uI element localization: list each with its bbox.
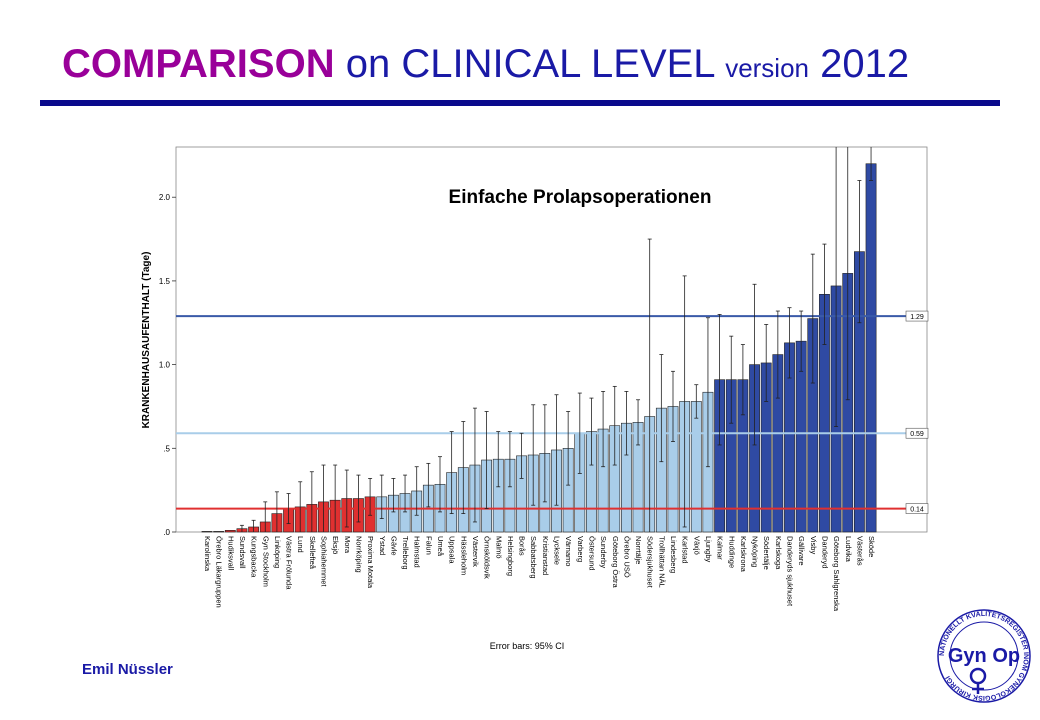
slide-title: COMPARISON on CLINICAL LEVEL version 201… <box>62 38 1022 94</box>
x-tick-label: Karlskoga <box>774 536 783 570</box>
x-tick-label: Trollhättan NÄL <box>657 536 666 588</box>
y-tick-label: .5 <box>163 444 170 453</box>
x-tick-label: Västerås <box>855 536 864 566</box>
y-axis-label: KRANKENHAUSAUFENTHALT (Tage) <box>141 252 152 429</box>
x-tick-label: Danderyds sjukhuset <box>786 536 795 607</box>
x-tick-label: Eksjö <box>331 536 340 554</box>
bar <box>865 163 877 533</box>
x-tick-label: Uppsala <box>448 536 457 564</box>
x-tick-label: Ystad <box>378 536 387 555</box>
x-tick-label: Sundsvall <box>238 536 247 569</box>
bar <box>690 401 702 533</box>
x-tick-label: Östersund <box>587 536 596 571</box>
x-tick-label: Trelleborg <box>401 536 410 570</box>
reference-label-box <box>905 310 929 322</box>
x-tick-label: Falun <box>424 536 433 555</box>
x-tick-label: Värnamo <box>564 536 573 566</box>
x-tick-label: Örebro Läkargruppen <box>215 536 224 608</box>
x-tick-label: Borås <box>518 536 527 556</box>
x-tick-label: Visby <box>809 536 818 554</box>
x-tick-label: Örebro USÖ <box>622 536 631 578</box>
x-tick-label: Hudiksvall <box>226 536 235 571</box>
x-tick-label: Lund <box>296 536 305 553</box>
author-name: Emil Nüssler <box>82 661 173 678</box>
bar <box>201 531 213 533</box>
reference-label-box <box>905 427 929 439</box>
x-tick-label: Ludvika <box>844 536 853 563</box>
y-tick-label: 1.5 <box>159 277 171 286</box>
bar <box>213 531 225 533</box>
title-bold: COMPARISON <box>62 42 335 86</box>
title-small: version <box>725 53 810 83</box>
reference-label-box <box>905 503 929 514</box>
x-tick-label: Växjö <box>692 536 701 555</box>
x-tick-label: Nyköping <box>751 536 760 567</box>
x-tick-label: Karlstad <box>681 536 690 564</box>
x-tick-label: Västra Frölunda <box>285 536 294 590</box>
x-tick-label: Västervik <box>471 536 480 567</box>
x-tick-label: Norrtälje <box>634 536 643 564</box>
x-tick-label: Proxima Motala <box>366 536 375 589</box>
x-tick-label: Ljungby <box>704 536 713 563</box>
x-tick-label: Malmö <box>494 536 503 559</box>
x-tick-label: Södersjukhuset <box>646 536 655 589</box>
x-tick-label: Södertälje <box>762 536 771 570</box>
x-tick-label: Örnsköldsvik <box>483 536 492 579</box>
x-tick-label: Hässleholm <box>459 536 468 575</box>
x-tick-label: Helsingborg <box>506 536 515 576</box>
y-tick-label: .0 <box>163 528 170 537</box>
x-tick-label: Lycksele <box>553 536 562 565</box>
x-tick-label: Karolinska <box>203 536 212 572</box>
chart-title: Einfache Prolapsoperationen <box>449 187 712 208</box>
reference-line-label: 1.29 <box>910 314 924 321</box>
x-tick-label: Varberg <box>576 536 585 562</box>
x-tick-label: Göteborg Östra <box>611 536 620 589</box>
x-tick-label: Umeå <box>436 536 445 557</box>
x-tick-label: Gyn Stockholm <box>261 536 270 587</box>
x-tick-label: Kungsbacka <box>250 536 259 578</box>
x-tick-label: Gällivare <box>797 536 806 566</box>
title-year: 2012 <box>809 42 910 86</box>
x-tick-label: Huddinge <box>727 536 736 568</box>
title-mid: on CLINICAL LEVEL <box>334 42 726 86</box>
y-tick-label: 2.0 <box>159 193 171 202</box>
title-underline <box>40 100 1000 106</box>
x-tick-label: Linköping <box>273 536 282 568</box>
x-tick-label: Sabbatsberg <box>529 536 538 579</box>
y-tick-label: 1.0 <box>159 361 171 370</box>
reference-line-label: 0.59 <box>910 431 924 438</box>
x-tick-label: Mora <box>343 536 352 554</box>
x-tick-label: Halmstad <box>413 536 422 568</box>
x-tick-label: Lindesberg <box>669 536 678 573</box>
logo-mark-text: Gyn Op <box>948 645 1020 667</box>
x-tick-label: Karlskrona <box>739 536 748 573</box>
x-tick-label: Norrköping <box>354 536 363 573</box>
x-tick-label: Kalmar <box>716 536 725 560</box>
reference-line-label: 0.14 <box>910 507 924 514</box>
bar <box>224 530 236 533</box>
error-bars-note: Error bars: 95% CI <box>490 641 565 651</box>
x-tick-label: Sköde <box>867 536 876 557</box>
x-tick-label: Danderyd <box>820 536 829 569</box>
gynop-logo: NATIONELLT KVALITETSREGISTER INOM GYNEKO… <box>937 609 1031 703</box>
x-tick-label: Sunderby <box>599 536 608 568</box>
x-tick-label: Göteborg Sahlgrenska <box>832 536 841 612</box>
x-tick-label: Sophiahemmet <box>320 536 329 587</box>
x-tick-label: Gävle <box>389 536 398 556</box>
x-tick-label: Skellefteå <box>308 536 317 570</box>
x-tick-label: Kristianstad <box>541 536 550 575</box>
